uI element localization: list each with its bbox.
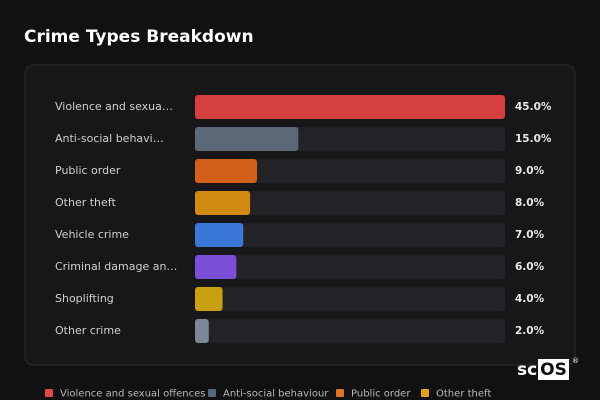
bar xyxy=(195,255,237,279)
bar xyxy=(195,191,251,215)
legend-swatch xyxy=(336,389,344,397)
bar-track xyxy=(195,319,505,343)
legend-label: Violence and sexual offences xyxy=(60,389,206,400)
bar xyxy=(195,95,505,119)
value-label: 45.0% xyxy=(515,101,552,113)
category-label: Other crime xyxy=(55,324,121,337)
logo-boxed: OS xyxy=(540,360,567,380)
category-label: Public order xyxy=(55,164,121,177)
value-label: 8.0% xyxy=(515,197,545,209)
legend-swatch xyxy=(421,389,429,397)
category-label: Vehicle crime xyxy=(55,228,129,241)
bar xyxy=(195,127,299,151)
bar-track xyxy=(195,159,505,183)
legend-label: Anti-social behaviour xyxy=(223,389,329,400)
value-label: 6.0% xyxy=(515,261,545,273)
legend-label: Public order xyxy=(351,389,411,400)
value-label: 15.0% xyxy=(515,133,552,145)
bar-track xyxy=(195,191,505,215)
bar xyxy=(195,287,223,311)
logo-box xyxy=(538,359,569,380)
category-label: Shoplifting xyxy=(55,292,114,305)
value-label: 9.0% xyxy=(515,165,545,177)
logo-prefix: sc xyxy=(517,360,537,380)
value-label: 4.0% xyxy=(515,293,545,305)
category-label: Anti-social behavi… xyxy=(55,132,164,145)
bar-track xyxy=(195,287,505,311)
bar xyxy=(195,159,257,183)
bar-track xyxy=(195,223,505,247)
category-label: Other theft xyxy=(55,196,116,209)
bar-track xyxy=(195,255,505,279)
logo-mark: ® xyxy=(572,357,579,365)
category-label: Violence and sexua… xyxy=(55,100,173,113)
category-label: Criminal damage an… xyxy=(55,260,177,273)
legend-label: Other theft xyxy=(436,389,491,400)
legend-swatch xyxy=(45,389,53,397)
value-label: 7.0% xyxy=(515,229,545,241)
value-label: 2.0% xyxy=(515,325,545,337)
legend-swatch xyxy=(208,389,216,397)
chart-title: Crime Types Breakdown xyxy=(24,27,254,47)
bar xyxy=(195,223,244,247)
bar xyxy=(195,319,209,343)
